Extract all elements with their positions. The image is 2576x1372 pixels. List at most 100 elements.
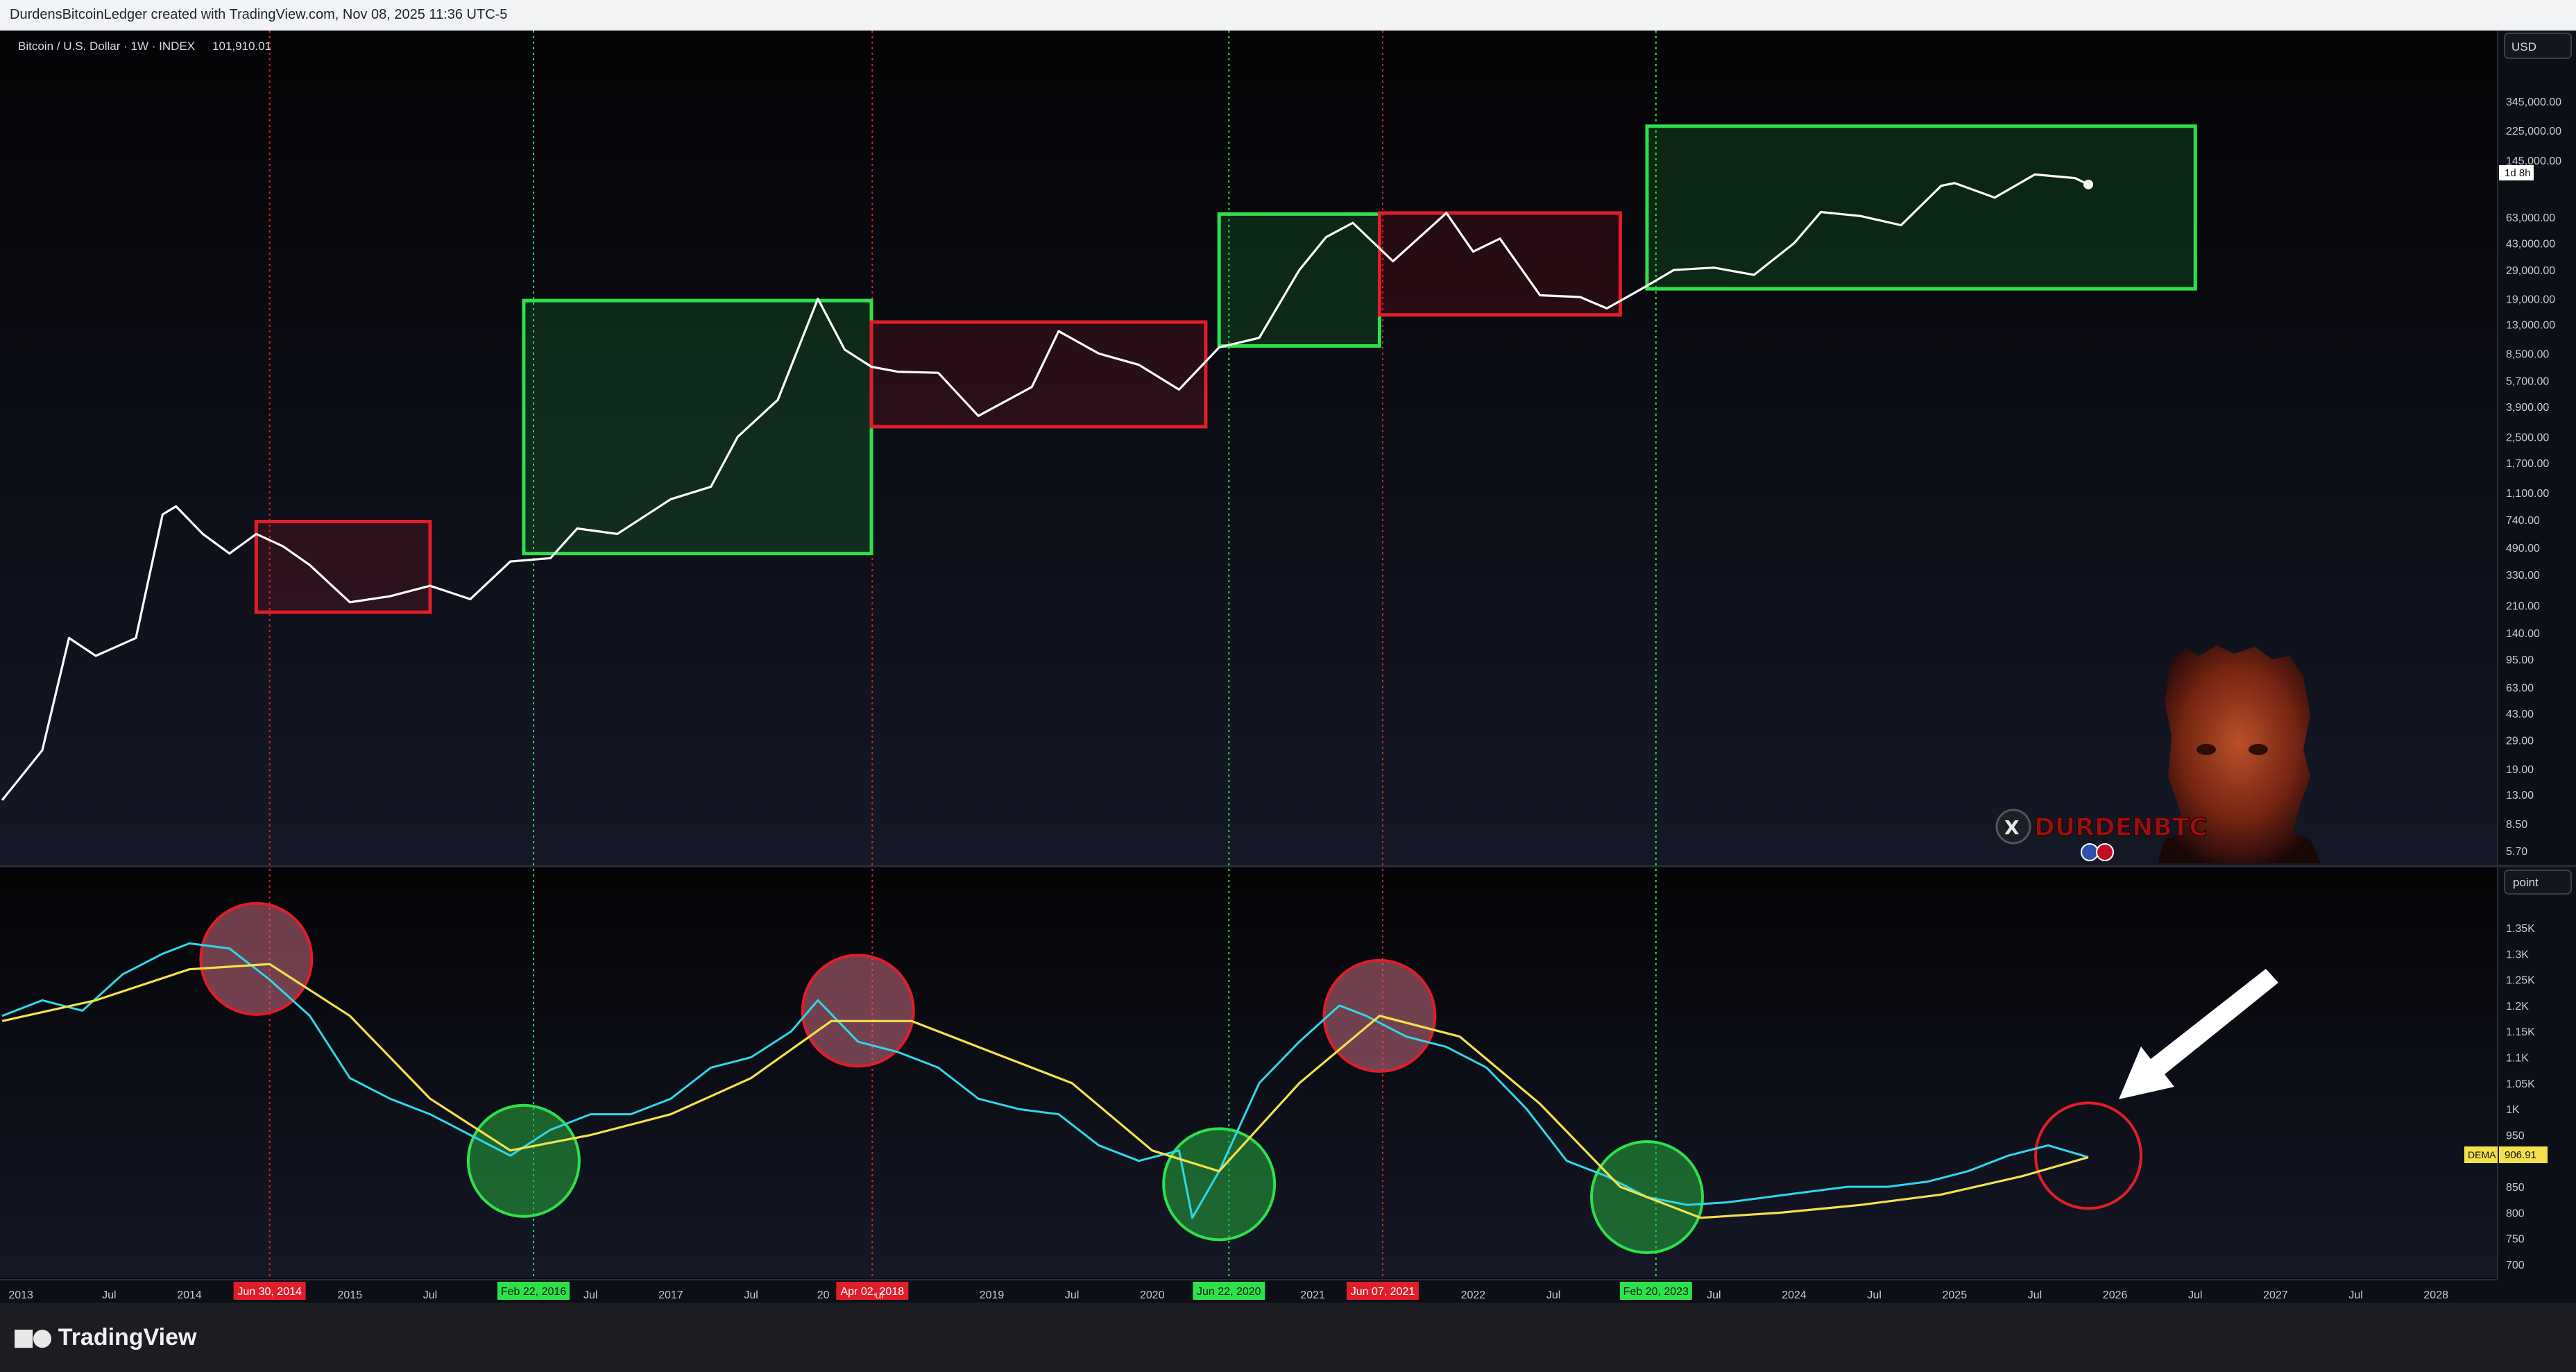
time-axis-tick-24: Jul bbox=[2348, 1289, 2362, 1301]
time-axis-tick-4: Jul bbox=[423, 1289, 437, 1301]
durdenbtc-watermark: X DURDENBTC bbox=[1995, 645, 2321, 863]
time-axis-tick-12: 2020 bbox=[1140, 1289, 1165, 1301]
time-axis-tick-20: Jul bbox=[2028, 1289, 2042, 1301]
time-axis-tick-23: 2027 bbox=[2263, 1289, 2288, 1301]
price-axis-tick-14: 740.00 bbox=[2506, 515, 2540, 527]
time-axis-tick-2: 2014 bbox=[177, 1289, 202, 1301]
price-axis-tick-16: 330.00 bbox=[2506, 570, 2540, 582]
time-axis-tick-18: Jul bbox=[1867, 1289, 1881, 1301]
flag-icon-uk bbox=[2096, 843, 2114, 861]
cycle-date-badge-5 bbox=[1619, 1282, 1692, 1300]
bull-cycle-box-5[interactable] bbox=[1645, 124, 2197, 291]
price-pane-background bbox=[0, 31, 2498, 865]
price-axis-tick-6: 19,000.00 bbox=[2506, 294, 2555, 306]
time-axis-tick-19: 2025 bbox=[1943, 1289, 1968, 1301]
time-axis-tick-17: 2024 bbox=[1782, 1289, 1807, 1301]
cycle-circle-now-6[interactable] bbox=[2034, 1101, 2143, 1210]
cycle-circle-top-2[interactable] bbox=[801, 954, 915, 1068]
price-axis-tick-10: 3,900.00 bbox=[2506, 402, 2549, 414]
cycle-circle-top-0[interactable] bbox=[199, 901, 314, 1016]
tradingview-logo[interactable]: ■● TradingView bbox=[12, 1323, 196, 1351]
time-axis-tick-0: 2013 bbox=[8, 1289, 33, 1301]
cycle-date-badge-1 bbox=[497, 1282, 570, 1300]
price-axis-tick-20: 63.00 bbox=[2506, 682, 2534, 694]
price-axis-tick-9: 5,700.00 bbox=[2506, 376, 2549, 388]
indicator-axis-tick-11: 750 bbox=[2506, 1234, 2525, 1246]
price-axis-tick-5: 29,000.00 bbox=[2506, 265, 2555, 277]
price-axis-tick-7: 13,000.00 bbox=[2506, 320, 2555, 332]
time-axis-tick-9: ul bbox=[875, 1289, 883, 1301]
indicator-axis-tick-1: 1.3K bbox=[2506, 949, 2529, 960]
indicator-axis-tick-8: 950 bbox=[2506, 1130, 2525, 1142]
bull-cycle-box-1[interactable] bbox=[522, 298, 873, 556]
price-axis-tick-23: 19.00 bbox=[2506, 764, 2534, 776]
time-axis-tick-21: 2026 bbox=[2103, 1289, 2128, 1301]
cycle-date-label-1: Feb 22, 2016 bbox=[501, 1286, 566, 1298]
time-axis-tick-14: 2022 bbox=[1461, 1289, 1486, 1301]
portrait-avatar bbox=[2158, 645, 2321, 863]
cycle-circle-bottom-1[interactable] bbox=[466, 1103, 581, 1218]
cycle-date-label-4: Jun 07, 2021 bbox=[1351, 1286, 1415, 1298]
flag-icon-us bbox=[2081, 843, 2099, 861]
price-axis-tick-8: 8,500.00 bbox=[2506, 348, 2549, 360]
bull-cycle-box-3[interactable] bbox=[1217, 212, 1381, 348]
price-axis-tick-24: 13.00 bbox=[2506, 790, 2534, 802]
cycle-date-badge-3 bbox=[1193, 1282, 1265, 1300]
cycle-circle-bottom-3[interactable] bbox=[1162, 1127, 1277, 1242]
unit-button[interactable]: point bbox=[2504, 870, 2572, 895]
cycle-date-badge-4 bbox=[1346, 1282, 1419, 1300]
price-axis-tick-3: 63,000.00 bbox=[2506, 212, 2555, 224]
cycle-date-label-5: Feb 20, 2023 bbox=[1623, 1286, 1689, 1298]
countdown-badge: 1d 8h bbox=[2499, 165, 2534, 180]
cycle-date-label-2: Apr 02, 2018 bbox=[840, 1286, 904, 1298]
price-axis-tick-15: 490.00 bbox=[2506, 543, 2540, 554]
indicator-axis-tick-5: 1.1K bbox=[2506, 1053, 2529, 1065]
cycle-date-label-0: Jun 30, 2014 bbox=[237, 1286, 302, 1298]
time-axis-tick-6: 2017 bbox=[658, 1289, 683, 1301]
indicator-axis-tick-9: 850 bbox=[2506, 1182, 2525, 1194]
indicator-axis-tick-7: 1K bbox=[2506, 1104, 2520, 1116]
price-axis-tick-18: 140.00 bbox=[2506, 628, 2540, 640]
indicator-axis-tick-3: 1.2K bbox=[2506, 1001, 2529, 1013]
time-axis-tick-3: 2015 bbox=[338, 1289, 363, 1301]
price-axis-tick-26: 5.70 bbox=[2506, 846, 2527, 858]
right-axis-background bbox=[2498, 31, 2576, 1280]
indicator-line[interactable] bbox=[1, 942, 2089, 1219]
cycle-date-badge-0 bbox=[233, 1282, 306, 1300]
price-axis-tick-22: 29.00 bbox=[2506, 735, 2534, 747]
indicator-axis-tick-10: 800 bbox=[2506, 1208, 2525, 1219]
time-axis-tick-22: Jul bbox=[2188, 1289, 2202, 1301]
unit-button-label: point bbox=[2513, 876, 2539, 889]
dema-line[interactable] bbox=[1, 963, 2089, 1219]
time-axis-tick-15: Jul bbox=[1546, 1289, 1560, 1301]
time-axis-tick-25: 2028 bbox=[2423, 1289, 2448, 1301]
indicator-axis-tick-2: 1.25K bbox=[2506, 975, 2535, 987]
time-axis-tick-7: Jul bbox=[744, 1289, 758, 1301]
price-axis-tick-2: 145,000.00 bbox=[2506, 155, 2561, 167]
price-and-indicator-chart[interactable]: Jun 30, 2014 Feb 22, 2016 Apr 02, 2018 Jun … bbox=[0, 31, 2576, 1303]
btc-price-line[interactable] bbox=[1, 173, 2089, 802]
x-logo-icon bbox=[1995, 808, 2031, 845]
dema-value-label: 906.91 bbox=[2505, 1149, 2536, 1161]
price-axis-tick-17: 210.00 bbox=[2506, 600, 2540, 612]
cycle-date-label-3: Jun 22, 2020 bbox=[1197, 1286, 1261, 1298]
time-axis-background bbox=[0, 1280, 2576, 1303]
tradingview-brand: TradingView bbox=[58, 1323, 197, 1350]
symbol-label[interactable]: Bitcoin / U.S. Dollar · 1W · INDEX bbox=[18, 40, 195, 53]
watermark-handle: DURDENBTC bbox=[2034, 813, 2208, 842]
time-axis-tick-13: 2021 bbox=[1300, 1289, 1325, 1301]
currency-button[interactable]: USD bbox=[2504, 33, 2572, 59]
currency-button-label: USD bbox=[2511, 40, 2536, 53]
dema-badge-label: DEMA bbox=[2468, 1149, 2496, 1160]
arrow-annotation-icon bbox=[2119, 969, 2278, 1099]
indicator-axis-tick-6: 1.05K bbox=[2506, 1078, 2535, 1090]
last-price-dot bbox=[2083, 179, 2094, 189]
bear-cycle-box-4[interactable] bbox=[1377, 211, 1622, 317]
price-axis-tick-11: 2,500.00 bbox=[2506, 432, 2549, 443]
time-axis-tick-11: Jul bbox=[1065, 1289, 1079, 1301]
countdown-badge-label: 1d 8h bbox=[2505, 167, 2531, 179]
bear-cycle-box-0[interactable] bbox=[254, 519, 432, 614]
dema-value-badge: DEMA 906.91 bbox=[2464, 1146, 2548, 1163]
price-axis-tick-1: 225,000.00 bbox=[2506, 126, 2561, 137]
